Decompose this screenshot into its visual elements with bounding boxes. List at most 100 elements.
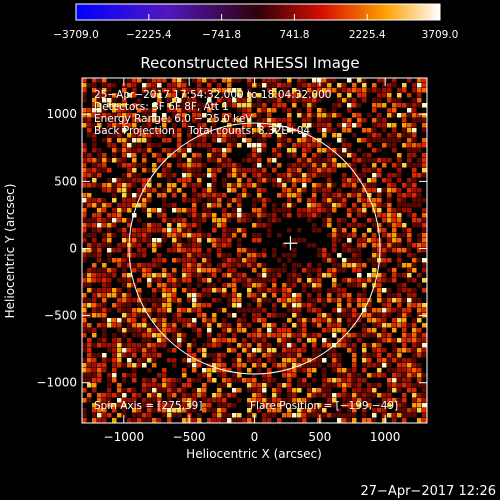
heatmap-cell <box>97 363 102 368</box>
heatmap-cell <box>352 113 357 118</box>
heatmap-cell <box>347 338 352 343</box>
heatmap-cell <box>297 408 302 413</box>
heatmap-cell <box>222 363 227 368</box>
heatmap-cell <box>147 168 152 173</box>
heatmap-cell <box>277 83 282 88</box>
heatmap-cell <box>192 93 197 98</box>
heatmap-cell <box>422 403 427 408</box>
heatmap-cell <box>87 203 92 208</box>
heatmap-cell <box>257 273 262 278</box>
y-axis-label: Heliocentric Y (arcsec) <box>3 184 17 319</box>
heatmap-cell <box>382 88 387 93</box>
heatmap-cell <box>287 118 292 123</box>
heatmap-cell <box>367 333 372 338</box>
heatmap-cell <box>222 148 227 153</box>
heatmap-cell <box>402 208 407 213</box>
heatmap-cell <box>222 403 227 408</box>
heatmap-cell <box>222 378 227 383</box>
heatmap-cell <box>367 128 372 133</box>
heatmap-cell <box>147 138 152 143</box>
heatmap-cell <box>132 328 137 333</box>
heatmap-cell <box>122 258 127 263</box>
heatmap-cell <box>107 218 112 223</box>
heatmap-cell <box>387 108 392 113</box>
heatmap-cell <box>302 318 307 323</box>
heatmap-cell <box>362 198 367 203</box>
heatmap-cell <box>162 368 167 373</box>
heatmap-cell <box>257 288 262 293</box>
heatmap-cell <box>387 338 392 343</box>
heatmap-cell <box>412 383 417 388</box>
heatmap-cell <box>107 343 112 348</box>
heatmap-cell <box>122 198 127 203</box>
heatmap-cell <box>92 273 97 278</box>
heatmap-cell <box>277 183 282 188</box>
heatmap-cell <box>377 118 382 123</box>
heatmap-cell <box>112 233 117 238</box>
heatmap-cell <box>202 203 207 208</box>
heatmap-cell <box>212 398 217 403</box>
heatmap-cell <box>122 103 127 108</box>
heatmap-cell <box>237 178 242 183</box>
heatmap-cell <box>92 293 97 298</box>
heatmap-cell <box>337 148 342 153</box>
heatmap-cell <box>402 418 407 423</box>
heatmap-cell <box>97 308 102 313</box>
heatmap-cell <box>342 313 347 318</box>
heatmap-cell <box>122 313 127 318</box>
heatmap-cell <box>97 173 102 178</box>
heatmap-cell <box>112 338 117 343</box>
heatmap-cell <box>202 208 207 213</box>
heatmap-cell <box>222 103 227 108</box>
heatmap-cell <box>92 388 97 393</box>
heatmap-cell <box>102 283 107 288</box>
heatmap-cell <box>392 78 397 83</box>
heatmap-cell <box>202 303 207 308</box>
heatmap-cell <box>142 148 147 153</box>
heatmap-cell <box>82 323 87 328</box>
heatmap-cell <box>292 353 297 358</box>
heatmap-cell <box>247 303 252 308</box>
heatmap-cell <box>227 393 232 398</box>
heatmap-cell <box>287 368 292 373</box>
heatmap-cell <box>362 413 367 418</box>
heatmap-cell <box>207 318 212 323</box>
heatmap-cell <box>317 283 322 288</box>
heatmap-cell <box>247 193 252 198</box>
heatmap-cell <box>292 388 297 393</box>
heatmap-cell <box>372 328 377 333</box>
heatmap-cell <box>157 153 162 158</box>
heatmap-cell <box>187 408 192 413</box>
heatmap-cell <box>142 403 147 408</box>
heatmap-cell <box>212 218 217 223</box>
heatmap-cell <box>117 278 122 283</box>
heatmap-cell <box>362 298 367 303</box>
heatmap-cell <box>127 123 132 128</box>
heatmap-cell <box>167 228 172 233</box>
heatmap-cell <box>172 183 177 188</box>
heatmap-cell <box>397 138 402 143</box>
heatmap-cell <box>317 268 322 273</box>
heatmap-cell <box>92 83 97 88</box>
heatmap-cell <box>187 163 192 168</box>
heatmap-cell <box>127 223 132 228</box>
heatmap-cell <box>132 413 137 418</box>
heatmap-cell <box>382 358 387 363</box>
heatmap-cell <box>342 328 347 333</box>
heatmap-cell <box>322 83 327 88</box>
heatmap-cell <box>377 338 382 343</box>
heatmap-cell <box>262 323 267 328</box>
heatmap-cell <box>107 388 112 393</box>
heatmap-cell <box>252 308 257 313</box>
heatmap-cell <box>332 103 337 108</box>
heatmap-cell <box>117 348 122 353</box>
heatmap-cell <box>287 153 292 158</box>
heatmap-cell <box>242 283 247 288</box>
heatmap-cell <box>292 238 297 243</box>
heatmap-cell <box>117 258 122 263</box>
heatmap-cell <box>197 358 202 363</box>
heatmap-cell <box>112 118 117 123</box>
heatmap-cell <box>422 278 427 283</box>
heatmap-cell <box>347 378 352 383</box>
heatmap-cell <box>277 338 282 343</box>
